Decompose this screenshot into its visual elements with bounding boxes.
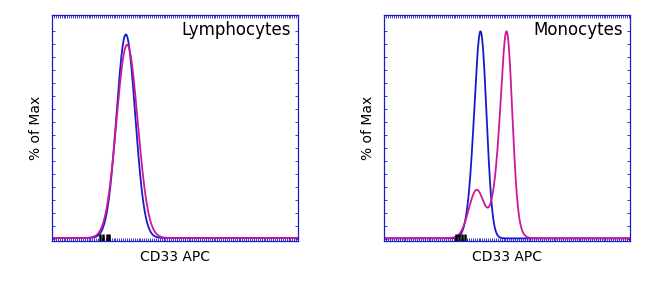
- Text: Lymphocytes: Lymphocytes: [181, 21, 291, 39]
- X-axis label: CD33 APC: CD33 APC: [140, 250, 210, 264]
- X-axis label: CD33 APC: CD33 APC: [473, 250, 542, 264]
- Y-axis label: % of Max: % of Max: [29, 96, 43, 160]
- Y-axis label: % of Max: % of Max: [361, 96, 376, 160]
- Text: Monocytes: Monocytes: [534, 21, 623, 39]
